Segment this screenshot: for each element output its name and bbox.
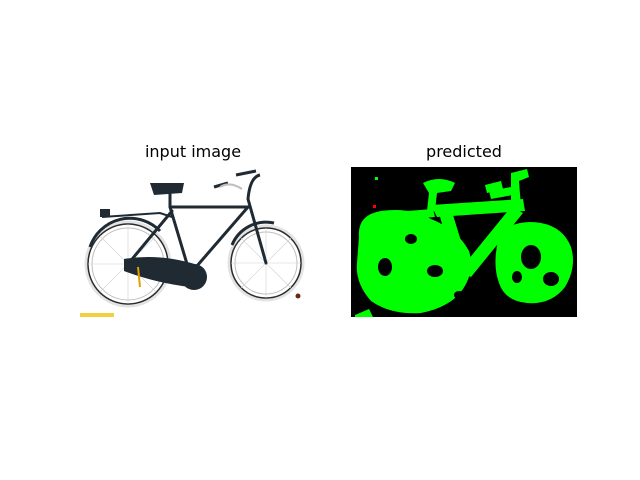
input-image-title: input image: [144, 142, 242, 161]
input-image-panel: [80, 167, 306, 317]
predicted-mask-panel: [351, 167, 577, 317]
predicted-title: predicted: [426, 142, 502, 161]
segmentation-mask: [351, 167, 577, 317]
bicycle-photo: [80, 169, 305, 317]
